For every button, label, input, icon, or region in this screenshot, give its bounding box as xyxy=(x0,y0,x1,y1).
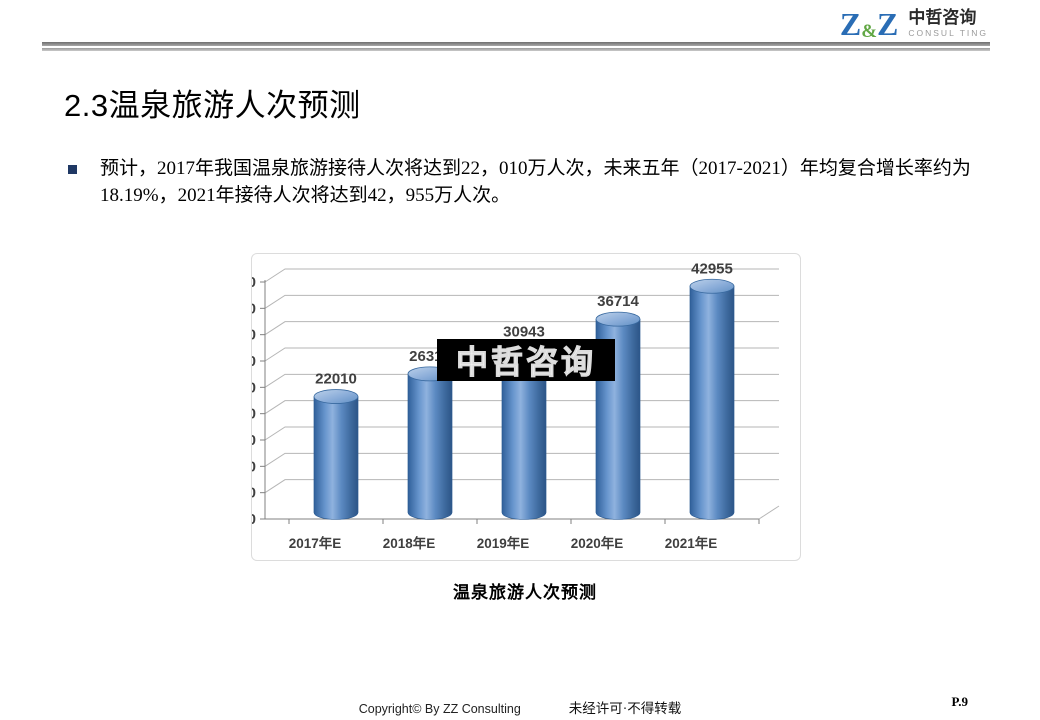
svg-text:25000: 25000 xyxy=(252,379,256,396)
logo-names: 中哲咨询 CONSUL TING xyxy=(908,9,988,38)
logo-ampersand: & xyxy=(861,21,878,42)
svg-text:2021年E: 2021年E xyxy=(665,535,718,551)
svg-text:0: 0 xyxy=(252,511,256,528)
svg-text:22010: 22010 xyxy=(315,371,357,388)
svg-text:40000: 40000 xyxy=(252,300,256,317)
svg-text:30943: 30943 xyxy=(503,324,545,341)
forecast-chart: 0 5000 10000 15000 20000 25000 30000 35000 40000… xyxy=(252,260,780,551)
svg-text:5000: 5000 xyxy=(252,485,256,502)
header-rule-thin xyxy=(42,48,990,51)
footer: Copyright© By ZZ Consulting 未经许可·不得转载 xyxy=(0,697,1040,717)
watermark-box: 中哲咨询 xyxy=(437,339,615,381)
logo-company-name-en: CONSUL TING xyxy=(908,28,988,39)
svg-text:2017年E: 2017年E xyxy=(289,535,342,551)
chart-frame: 0 5000 10000 15000 20000 25000 30000 35000 40000… xyxy=(251,253,801,561)
svg-text:35000: 35000 xyxy=(252,327,256,344)
logo-company-name-cn: 中哲咨询 xyxy=(908,8,977,28)
svg-text:45000: 45000 xyxy=(252,274,256,291)
svg-text:2020年E: 2020年E xyxy=(571,535,624,551)
bullet-paragraph: 预计，2017年我国温泉旅游接待人次将达到22，010万人次，未来五年（2017… xyxy=(100,158,971,206)
logo-zz-mark: Z&Z xyxy=(839,6,899,42)
svg-text:10000: 10000 xyxy=(252,458,256,475)
logo-z-right: Z xyxy=(877,6,899,42)
footer-notice: 未经许可·不得转载 xyxy=(568,701,682,716)
svg-text:20000: 20000 xyxy=(252,406,256,423)
page-number: P.9 xyxy=(951,694,969,709)
chart-caption: 温泉旅游人次预测 xyxy=(453,583,597,602)
svg-text:2018年E: 2018年E xyxy=(383,535,436,551)
page-title: 2.3温泉旅游人次预测 xyxy=(64,88,361,123)
svg-text:42955: 42955 xyxy=(691,260,733,277)
footer-copyright: Copyright© By ZZ Consulting xyxy=(358,702,521,716)
svg-text:2019年E: 2019年E xyxy=(477,535,530,551)
logo-z-left: Z xyxy=(839,6,862,42)
svg-text:15000: 15000 xyxy=(252,432,256,449)
svg-text:36714: 36714 xyxy=(597,293,639,310)
bullet-marker xyxy=(68,165,77,174)
header-rule-thick xyxy=(42,42,990,46)
svg-text:30000: 30000 xyxy=(252,353,256,370)
company-logo: Z&Z 中哲咨询 CONSUL TING xyxy=(839,6,988,42)
